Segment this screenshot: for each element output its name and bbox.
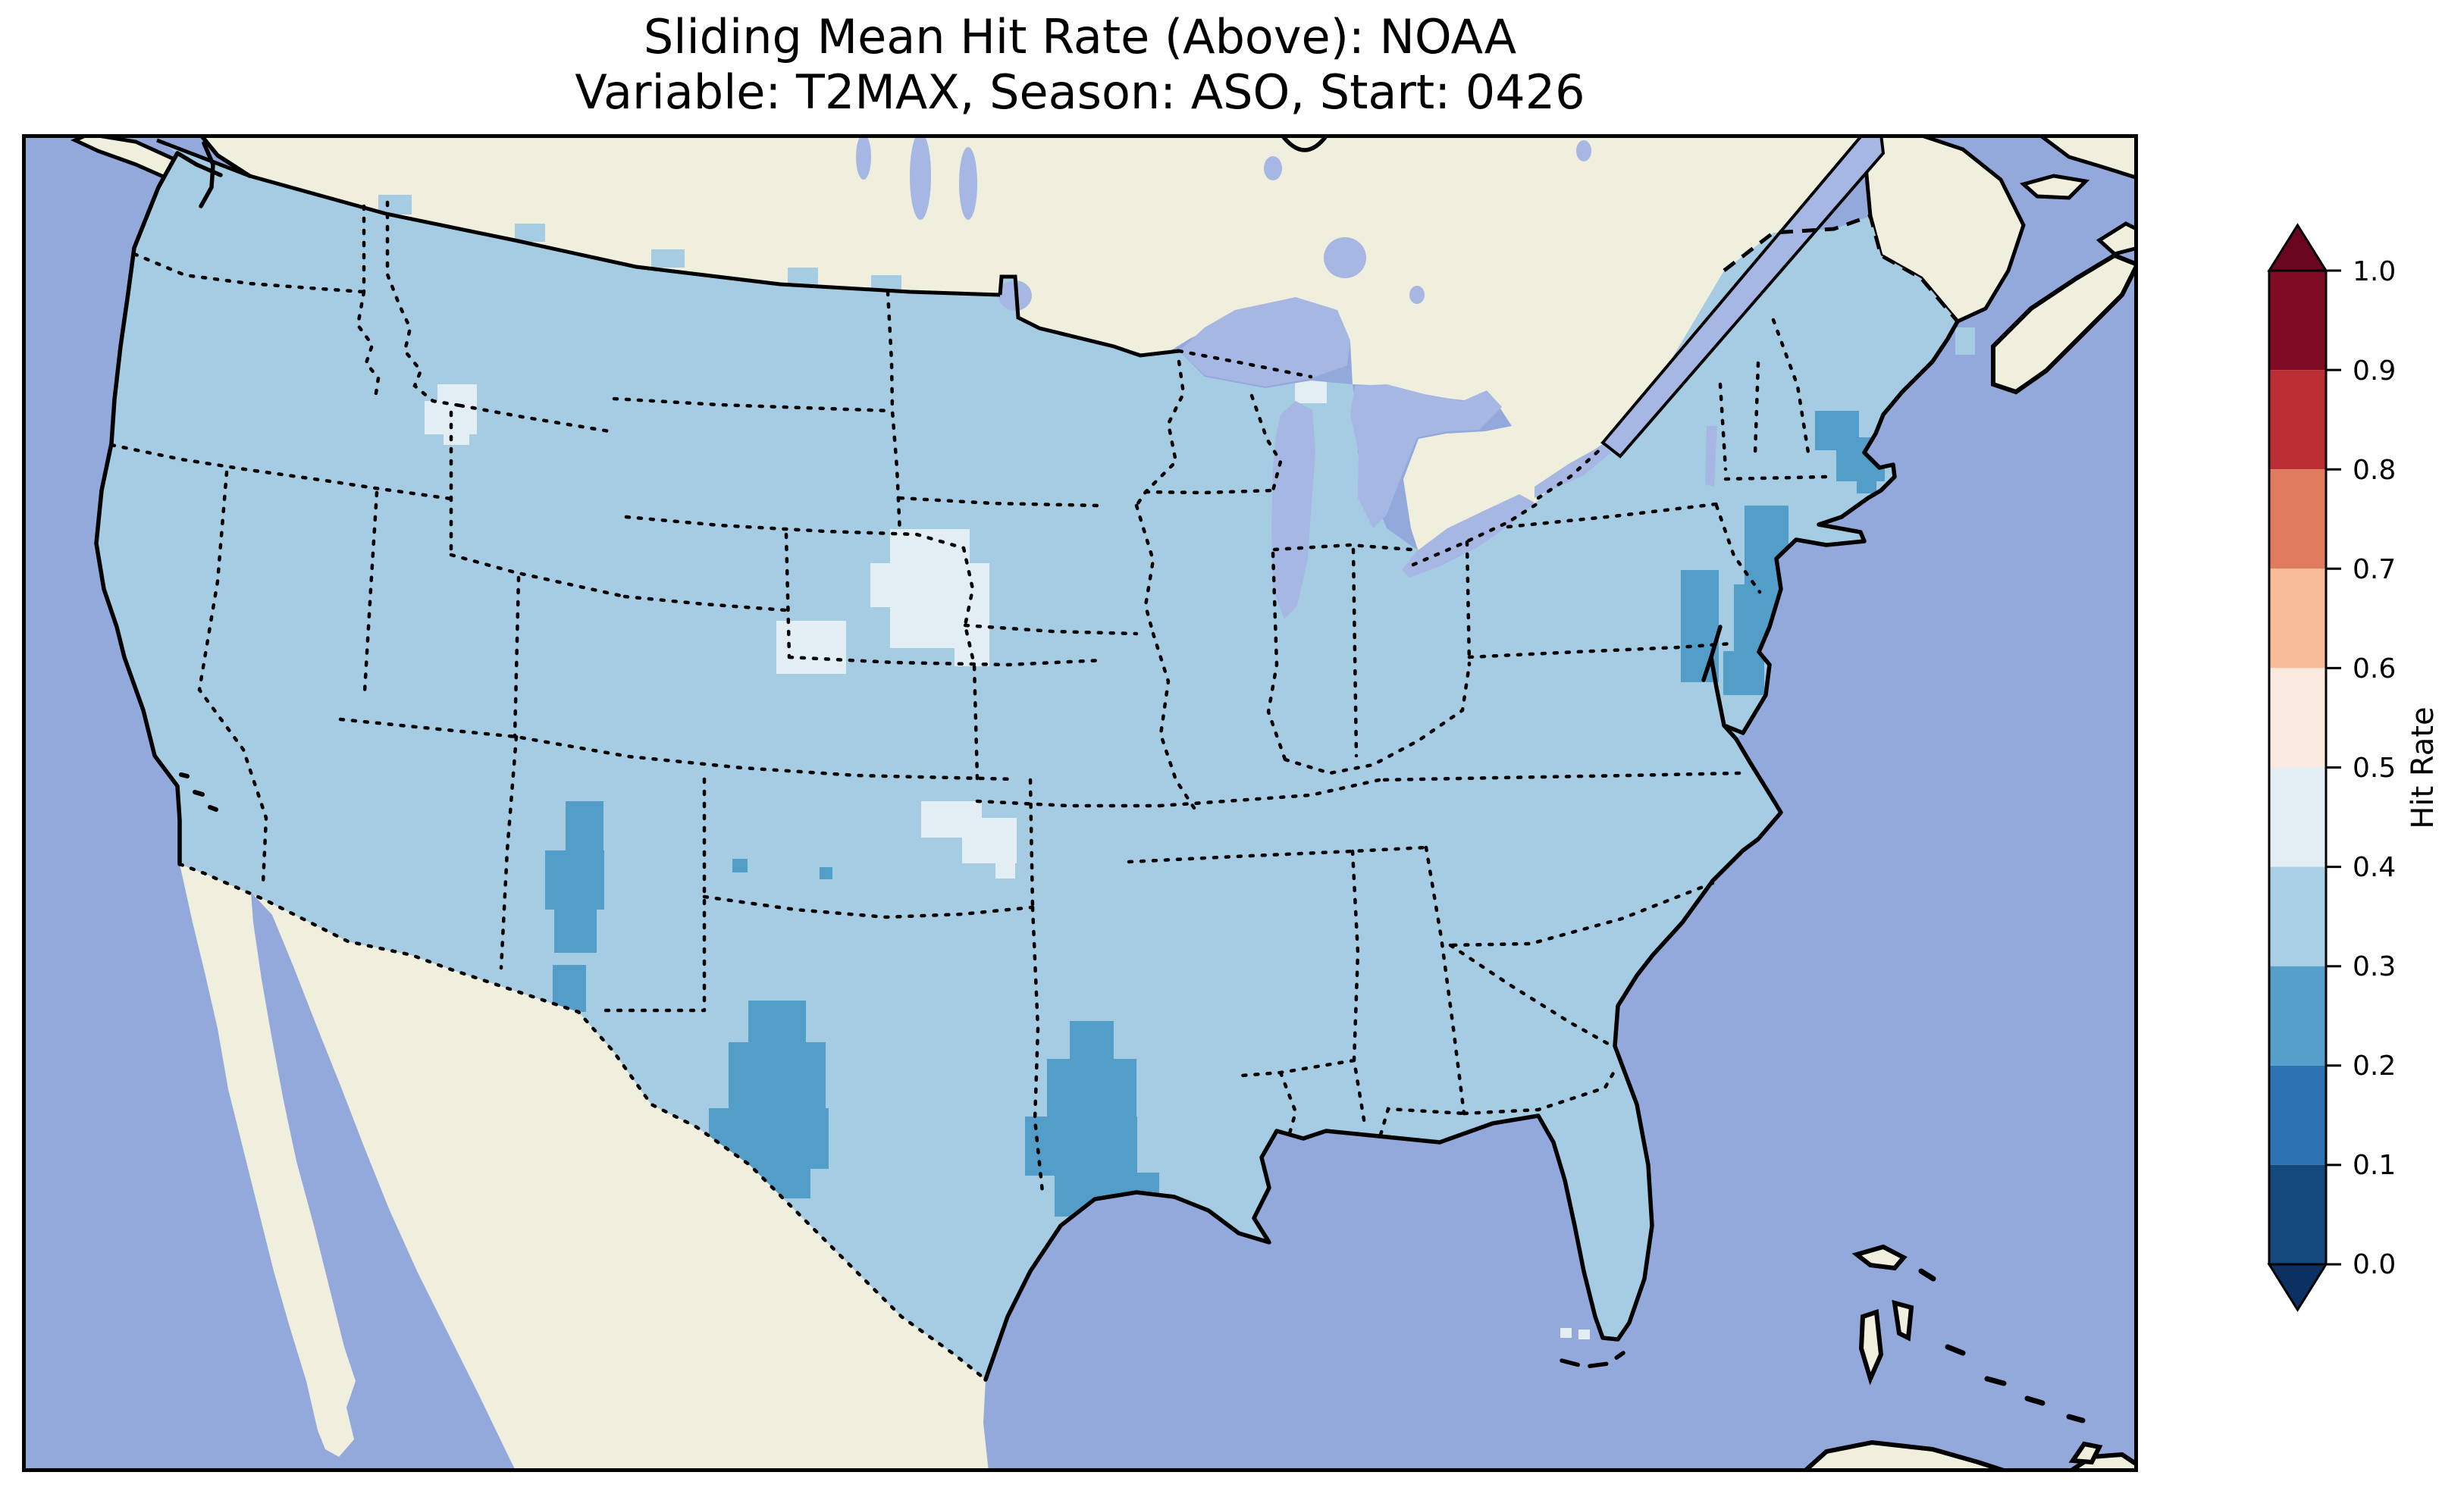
lake-nipigon [1324, 237, 1366, 278]
us-canada-border [156, 138, 1180, 358]
maine-quebec-border [1723, 213, 1959, 323]
colorbar-bin-04-05 [2269, 767, 2326, 867]
lake-manitoba [959, 147, 977, 220]
channel-islands [179, 772, 218, 812]
lake-winnipeg [910, 132, 931, 220]
tick-0.4: 0.4 [2353, 852, 2396, 883]
canada-lake-small-1 [1264, 156, 1282, 180]
keys-cells-above [1560, 1328, 1590, 1339]
colorbar-bin-01-02 [2269, 1065, 2326, 1165]
colorbar-bin-09-10 [2269, 271, 2326, 371]
country-borders [156, 138, 1959, 358]
colorbar-svg: 1.0 0.9 0.8 0.7 0.6 0.5 0.4 0.3 0.2 0.1 … [2267, 223, 2396, 1312]
st-lawrence-river [1600, 133, 1886, 459]
colorbar-bins [2269, 271, 2326, 1264]
tick-0.7: 0.7 [2353, 554, 2396, 585]
colorbar-tick-labels: 1.0 0.9 0.8 0.7 0.6 0.5 0.4 0.3 0.2 0.1 … [2353, 256, 2396, 1280]
small-island [2068, 1441, 2103, 1465]
james-bay [1279, 132, 1330, 152]
colorbar-bin-08-09 [2269, 370, 2326, 470]
puget-sound [175, 141, 223, 208]
title-line-1: Sliding Mean Hit Rate (Above): NOAA [643, 9, 1517, 64]
lake-superior [1179, 297, 1350, 387]
colorbar-tick-marks [2326, 269, 2341, 1266]
tick-0.8: 0.8 [2353, 455, 2396, 486]
canada-mainland [200, 134, 1863, 559]
bahamas-small-cays [1918, 1268, 2086, 1424]
florida-keys [1560, 1351, 1625, 1369]
colorbar-bin-02-03 [2269, 966, 2326, 1066]
colorbar-bin-05-06 [2269, 668, 2326, 768]
colorbar-bin-07-08 [2269, 469, 2326, 569]
tick-0.5: 0.5 [2353, 753, 2396, 784]
lake-ontario [1535, 445, 1611, 498]
tick-0.2: 0.2 [2353, 1051, 2396, 1082]
andros-island [1858, 1308, 1884, 1386]
canada-lake-small-4 [1576, 140, 1591, 161]
canada-lake-small-3 [1409, 286, 1425, 304]
us-gulf-atlantic-coast [983, 319, 1960, 1382]
tick-0.1: 0.1 [2353, 1150, 2396, 1181]
colorbar-bin-06-07 [2269, 568, 2326, 669]
lake-michigan [1271, 401, 1315, 619]
colorbar-bin-03-04 [2269, 866, 2326, 966]
lake-erie [1402, 494, 1535, 578]
coastlines [94, 132, 2086, 1424]
tick-0.9: 0.9 [2353, 355, 2396, 387]
us-west-coast [94, 151, 182, 866]
lake-champlain [1705, 426, 1717, 487]
tick-0.6: 0.6 [2353, 653, 2396, 684]
eleuthera [1892, 1299, 1914, 1342]
tick-0.0: 0.0 [2353, 1249, 2396, 1280]
state-borders [109, 200, 1829, 1382]
chesapeake-bay [1701, 625, 1726, 728]
colorbar: 1.0 0.9 0.8 0.7 0.6 0.5 0.4 0.3 0.2 0.1 … [2244, 212, 2464, 1326]
canada-lake-small-2 [856, 134, 871, 180]
canada-land [70, 132, 2141, 559]
map-svg [22, 132, 2141, 1474]
tick-0.3: 0.3 [2353, 951, 2396, 982]
title-line-2: Variable: T2MAX, Season: ASO, Start: 042… [575, 64, 1585, 120]
colorbar-arrow-low [2267, 1263, 2328, 1312]
edge-cells [110, 195, 1975, 521]
mexico-mainland-baja [180, 864, 989, 1472]
map-panel [22, 132, 2141, 1474]
bc-coast [198, 132, 252, 178]
lakes [856, 132, 1886, 619]
colorbar-bin-00-01 [2269, 1164, 2326, 1264]
lake-huron [1350, 384, 1502, 528]
map-frame [22, 134, 2138, 1472]
tick-1.0: 1.0 [2353, 256, 2396, 287]
figure-title: Sliding Mean Hit Rate (Above): NOAA Vari… [22, 9, 2138, 120]
colorbar-axis-label: Hit Rate [2406, 706, 2440, 829]
mexico-land [180, 864, 989, 1472]
grand-bahama [1851, 1244, 1908, 1271]
colorbar-arrow-high [2267, 223, 2328, 272]
prince-edward-island [2019, 174, 2090, 200]
nova-scotia [1991, 252, 2141, 395]
